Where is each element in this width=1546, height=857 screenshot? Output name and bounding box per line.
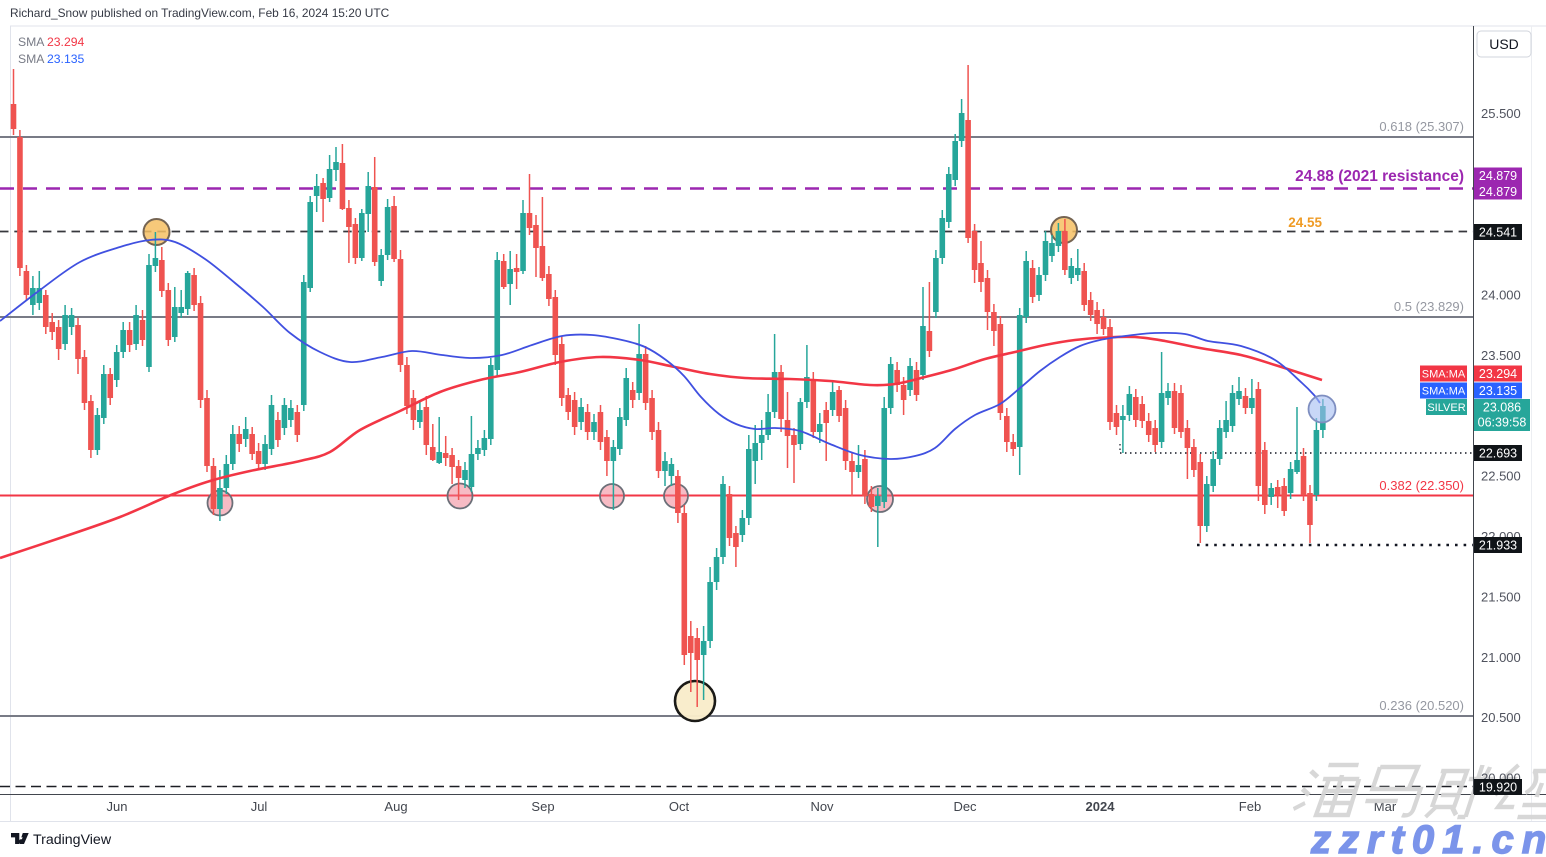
svg-text:06:39:58: 06:39:58	[1478, 416, 1527, 430]
svg-text:19.920: 19.920	[1479, 780, 1517, 794]
svg-text:24.55: 24.55	[1288, 215, 1322, 230]
svg-text:24.000: 24.000	[1481, 287, 1521, 302]
svg-text:TradingView: TradingView	[33, 832, 112, 848]
svg-text:23.500: 23.500	[1481, 348, 1521, 363]
svg-text:24.879: 24.879	[1479, 185, 1517, 199]
svg-text:21.500: 21.500	[1481, 589, 1521, 604]
svg-text:23.135: 23.135	[1479, 384, 1517, 398]
svg-text:22.693: 22.693	[1479, 446, 1517, 460]
svg-text:24.88 (2021 resistance): 24.88 (2021 resistance)	[1295, 168, 1464, 185]
svg-text:0.382 (22.350): 0.382 (22.350)	[1379, 478, 1464, 493]
svg-text:SILVER: SILVER	[1427, 402, 1465, 414]
svg-text:24.879: 24.879	[1479, 169, 1517, 183]
svg-text:Feb: Feb	[1239, 799, 1261, 814]
svg-text:0.5 (23.829): 0.5 (23.829)	[1394, 299, 1464, 314]
svg-text:SMA:MA: SMA:MA	[1422, 385, 1466, 397]
svg-text:Nov: Nov	[810, 799, 834, 814]
svg-text:zzrt01.cn: zzrt01.cn	[1310, 818, 1546, 857]
svg-text:23.086: 23.086	[1483, 401, 1521, 415]
svg-text:23.294: 23.294	[1479, 367, 1517, 381]
svg-text:21.933: 21.933	[1479, 538, 1517, 552]
svg-text:24.541: 24.541	[1479, 225, 1517, 239]
svg-text:Jun: Jun	[107, 799, 128, 814]
svg-text:25.500: 25.500	[1481, 106, 1521, 121]
svg-text:20.500: 20.500	[1481, 710, 1521, 725]
svg-text:Aug: Aug	[384, 799, 407, 814]
svg-text:0.236 (20.520): 0.236 (20.520)	[1379, 698, 1464, 713]
svg-text:USD: USD	[1489, 36, 1519, 52]
svg-text:0.618 (25.307): 0.618 (25.307)	[1379, 119, 1464, 134]
svg-text:21.000: 21.000	[1481, 650, 1521, 665]
svg-text:2024: 2024	[1086, 799, 1116, 814]
svg-text:Sep: Sep	[531, 799, 554, 814]
svg-text:Dec: Dec	[953, 799, 977, 814]
svg-text:22.500: 22.500	[1481, 469, 1521, 484]
svg-text:Jul: Jul	[251, 799, 268, 814]
svg-text:Oct: Oct	[669, 799, 690, 814]
svg-text:SMA:MA: SMA:MA	[1422, 368, 1466, 380]
